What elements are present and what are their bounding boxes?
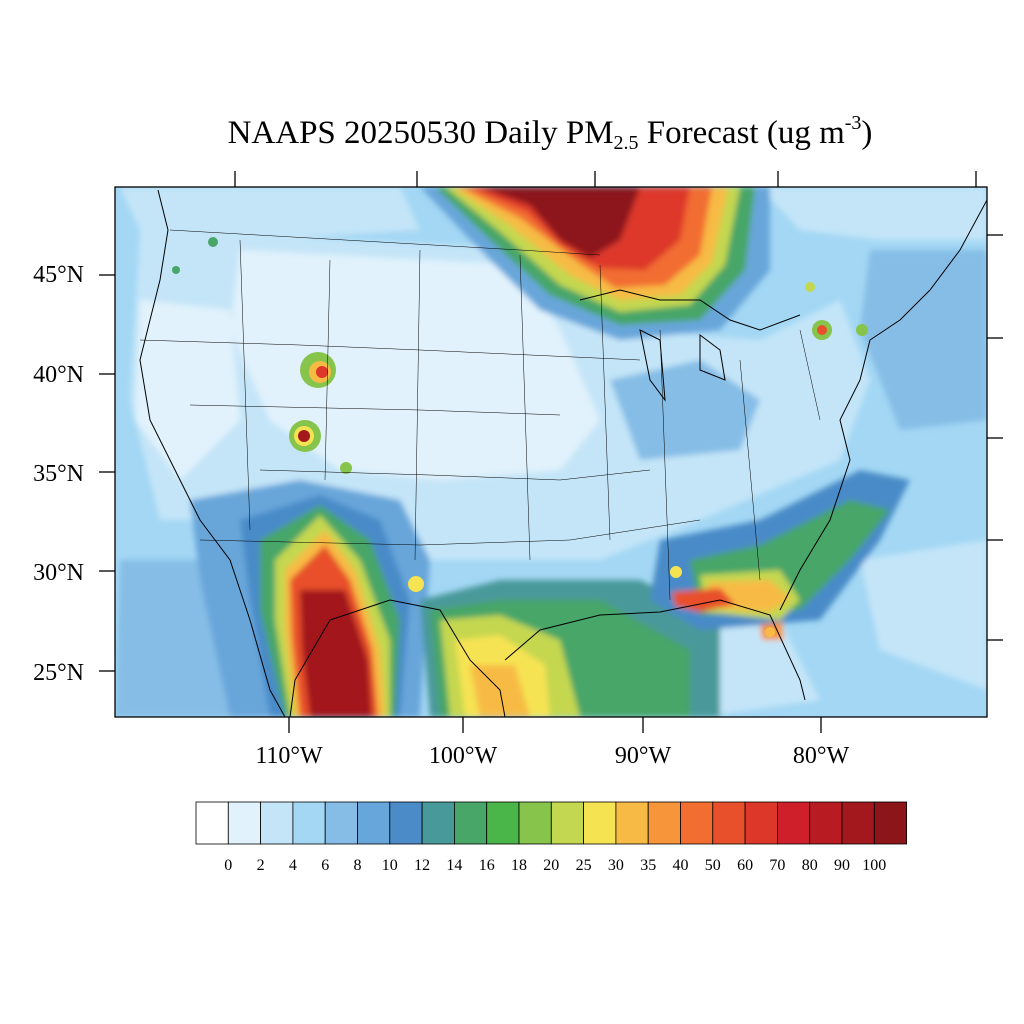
colorbar-level-label: 18 bbox=[511, 857, 527, 874]
colorbar-swatch bbox=[647, 801, 681, 845]
colorbar-swatch bbox=[873, 801, 907, 845]
colorbar-swatch bbox=[292, 801, 326, 845]
colorbar-swatch bbox=[841, 801, 875, 845]
colorbar-level-label: 35 bbox=[640, 857, 656, 874]
colorbar-swatch bbox=[357, 801, 391, 845]
colorbar-level-label: 4 bbox=[289, 857, 297, 874]
colorbar-swatch bbox=[227, 801, 262, 845]
colorbar-level-label: 100 bbox=[862, 857, 886, 874]
colorbar-swatch bbox=[453, 801, 488, 845]
colorbar-swatch bbox=[744, 801, 778, 845]
colorbar-level-label: 50 bbox=[705, 857, 721, 874]
longitude-label: 110°W bbox=[255, 743, 323, 769]
colorbar-level-label: 0 bbox=[224, 857, 232, 874]
page-title: NAAPS 20250530 Daily PM2.5 Forecast (ug … bbox=[227, 112, 873, 154]
axis-ticks bbox=[99, 171, 1003, 733]
concentration-field bbox=[115, 187, 987, 717]
longitude-label: 80°W bbox=[793, 743, 850, 769]
colorbar-level-label: 30 bbox=[608, 857, 624, 874]
latitude-labels: 45°N 40°N 35°N 30°N 25°N bbox=[33, 262, 84, 686]
colorbar-swatch bbox=[486, 801, 520, 845]
colorbar-labels: 0 2 4 6 8 10 12 14 16 18 20 25 30 35 40 50 60 70 80 90 100 bbox=[224, 857, 886, 874]
latitude-label: 40°N bbox=[33, 362, 84, 388]
latitude-label: 45°N bbox=[33, 262, 84, 288]
colorbar-swatch bbox=[389, 801, 423, 845]
colorbar-swatch bbox=[260, 801, 294, 845]
colorbar-level-label: 80 bbox=[802, 857, 818, 874]
colorbar-level-label: 6 bbox=[321, 857, 329, 874]
colorbar-level-label: 10 bbox=[382, 857, 398, 874]
colorbar-swatch bbox=[324, 801, 358, 845]
colorbar-level-label: 14 bbox=[446, 857, 462, 874]
colorbar-swatch bbox=[615, 801, 649, 845]
colorbar-level-label: 90 bbox=[834, 857, 850, 874]
latitude-label: 35°N bbox=[33, 461, 84, 487]
colorbar-level-label: 2 bbox=[257, 857, 265, 874]
colorbar-swatch bbox=[518, 801, 552, 845]
coastlines bbox=[139, 189, 987, 717]
colorbar-swatch bbox=[195, 801, 229, 845]
colorbar-level-label: 16 bbox=[479, 857, 495, 874]
colorbar-swatch bbox=[680, 801, 714, 845]
colorbar-swatch bbox=[809, 801, 843, 845]
colorbar-swatch bbox=[777, 801, 811, 845]
colorbar-level-label: 60 bbox=[737, 857, 753, 874]
latitude-label: 30°N bbox=[33, 560, 84, 586]
colorbar-level-label: 20 bbox=[543, 857, 559, 874]
colorbar-swatch bbox=[712, 801, 746, 845]
colorbar-level-label: 40 bbox=[673, 857, 689, 874]
state-borders bbox=[139, 229, 821, 601]
colorbar-level-label: 8 bbox=[354, 857, 362, 874]
colorbar-swatch bbox=[550, 801, 584, 845]
map-frame bbox=[114, 186, 988, 718]
longitude-label: 100°W bbox=[429, 743, 498, 769]
colorbar bbox=[195, 801, 907, 845]
latitude-label: 25°N bbox=[33, 660, 84, 686]
colorbar-swatch bbox=[583, 801, 617, 845]
hotspots bbox=[172, 237, 868, 637]
colorbar-swatch bbox=[421, 801, 455, 845]
colorbar-level-label: 12 bbox=[414, 857, 430, 874]
colorbar-level-label: 70 bbox=[769, 857, 785, 874]
colorbar-level-label: 25 bbox=[576, 857, 592, 874]
longitude-label: 90°W bbox=[615, 743, 672, 769]
longitude-labels: 110°W 100°W 90°W 80°W bbox=[255, 743, 849, 769]
